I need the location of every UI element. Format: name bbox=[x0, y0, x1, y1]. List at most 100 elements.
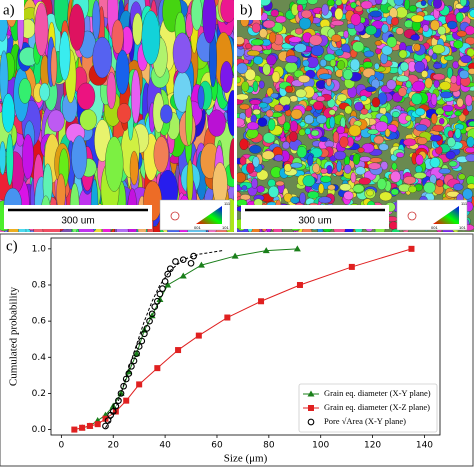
legend-label: Grain eq. diameter (X-Z plane) bbox=[324, 402, 430, 412]
grain bbox=[354, 5, 363, 12]
data-point bbox=[156, 290, 164, 298]
data-point bbox=[146, 317, 153, 325]
data-point bbox=[187, 259, 195, 267]
grain bbox=[296, 0, 308, 5]
data-point bbox=[231, 252, 239, 259]
grain bbox=[153, 136, 169, 173]
grain bbox=[365, 25, 377, 36]
grain bbox=[360, 108, 369, 115]
grain bbox=[389, 221, 399, 230]
grain bbox=[413, 43, 421, 52]
grain bbox=[141, 10, 161, 65]
grain bbox=[348, 124, 362, 137]
grain bbox=[459, 69, 470, 79]
grain bbox=[403, 138, 417, 147]
data-point bbox=[175, 347, 182, 354]
data-point bbox=[159, 285, 166, 292]
grain bbox=[282, 141, 290, 150]
grain bbox=[390, 188, 399, 196]
grain bbox=[39, 82, 50, 102]
grain bbox=[79, 109, 97, 131]
grain bbox=[105, 136, 124, 192]
grain bbox=[117, 103, 132, 124]
grain bbox=[352, 41, 365, 53]
grain bbox=[447, 20, 458, 30]
grain bbox=[448, 160, 458, 167]
grain bbox=[436, 179, 444, 187]
grain bbox=[299, 17, 312, 30]
grain bbox=[270, 9, 279, 17]
grain bbox=[375, 121, 388, 132]
grain bbox=[6, 133, 14, 186]
grain bbox=[256, 169, 269, 181]
grain bbox=[241, 185, 248, 191]
data-point bbox=[190, 252, 197, 260]
grain bbox=[414, 165, 423, 174]
grain bbox=[240, 194, 251, 201]
data-point bbox=[143, 325, 151, 332]
grain bbox=[329, 59, 337, 67]
grain bbox=[408, 185, 417, 193]
grain bbox=[326, 0, 335, 7]
grain bbox=[468, 120, 474, 127]
grain bbox=[237, 76, 241, 84]
data-point bbox=[128, 362, 135, 370]
ipf-label: 111 bbox=[461, 201, 468, 206]
grain bbox=[339, 183, 352, 192]
data-point bbox=[123, 397, 130, 404]
data-point bbox=[115, 397, 122, 405]
data-point bbox=[197, 261, 205, 268]
grain bbox=[456, 30, 467, 37]
grain bbox=[316, 95, 326, 102]
grain bbox=[262, 63, 271, 76]
grain bbox=[405, 80, 412, 89]
data-point bbox=[164, 281, 172, 288]
ipf-triangle bbox=[433, 206, 459, 224]
grain bbox=[246, 121, 260, 131]
grain bbox=[431, 53, 438, 60]
grain bbox=[68, 3, 85, 51]
grain bbox=[439, 91, 453, 99]
grain bbox=[336, 93, 348, 102]
data-point bbox=[148, 310, 156, 318]
grain bbox=[368, 162, 381, 170]
grain bbox=[298, 74, 311, 83]
grain bbox=[465, 153, 474, 162]
grain bbox=[185, 95, 193, 147]
grain bbox=[220, 0, 234, 23]
grain bbox=[186, 159, 194, 204]
grain bbox=[456, 97, 464, 108]
grain bbox=[355, 166, 366, 176]
grain bbox=[271, 71, 281, 83]
grain bbox=[22, 134, 34, 180]
data-point bbox=[71, 426, 78, 433]
legend-label: Pore √Area (X-Y plane) bbox=[324, 416, 406, 426]
grain bbox=[367, 129, 379, 135]
grain bbox=[421, 70, 429, 78]
grain bbox=[160, 104, 173, 124]
data-point bbox=[408, 245, 415, 252]
grain bbox=[115, 49, 130, 95]
grain bbox=[460, 55, 472, 64]
data-point bbox=[262, 247, 270, 254]
legend-box bbox=[298, 383, 438, 433]
grain bbox=[318, 183, 325, 194]
grain bbox=[377, 178, 387, 190]
grain bbox=[432, 0, 442, 9]
grain bbox=[327, 184, 336, 191]
data-point bbox=[348, 263, 355, 270]
series-line bbox=[74, 248, 412, 431]
grain bbox=[111, 19, 124, 54]
grain bbox=[252, 156, 260, 168]
grain bbox=[250, 38, 264, 46]
x-tick-label: 120 bbox=[364, 441, 381, 451]
grain bbox=[321, 3, 329, 16]
grain bbox=[360, 0, 373, 10]
grain bbox=[295, 88, 307, 98]
grain bbox=[432, 44, 446, 54]
grain bbox=[237, 36, 245, 45]
grain bbox=[335, 0, 343, 6]
grain bbox=[320, 175, 332, 183]
y-tick-label: 0.8 bbox=[32, 280, 47, 290]
grain bbox=[336, 160, 342, 173]
